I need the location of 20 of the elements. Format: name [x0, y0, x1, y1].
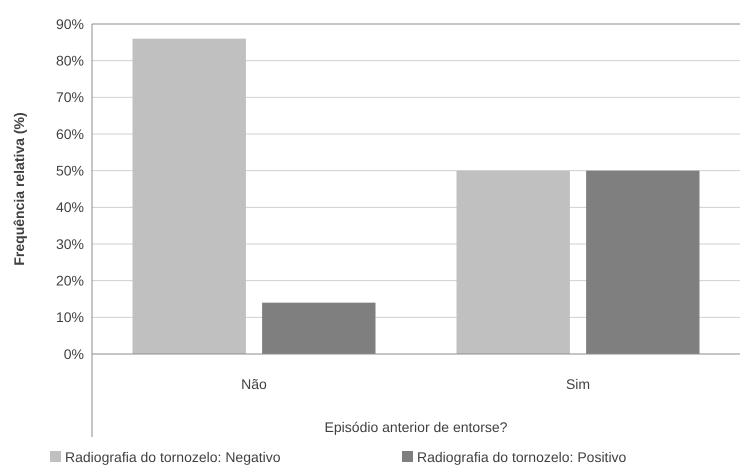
bar [132, 38, 246, 354]
y-tick-label: 0% [64, 346, 84, 362]
y-tick-label: 50% [56, 162, 84, 179]
bar [262, 302, 376, 354]
y-axis-title: Frequência relativa (%) [10, 112, 27, 266]
bar [456, 170, 570, 354]
x-tick-label: Não [241, 376, 268, 392]
y-tick-label: 30% [56, 236, 84, 252]
bar [586, 170, 700, 354]
y-tick-label: 80% [56, 52, 84, 69]
legend-label: Radiografia do tornozelo: Positivo [417, 448, 627, 465]
y-tick-label: 40% [56, 199, 84, 216]
y-tick-label: 10% [56, 309, 84, 326]
y-tick-label: 60% [56, 126, 84, 142]
x-tick-label: Sim [566, 376, 590, 392]
legend-label: Radiografia do tornozelo: Negativo [65, 448, 281, 465]
y-tick-label: 90% [56, 16, 84, 32]
y-tick-label: 70% [56, 89, 84, 106]
x-axis-title: Episódio anterior de entorse? [324, 418, 508, 435]
y-tick-label: 20% [56, 272, 84, 289]
